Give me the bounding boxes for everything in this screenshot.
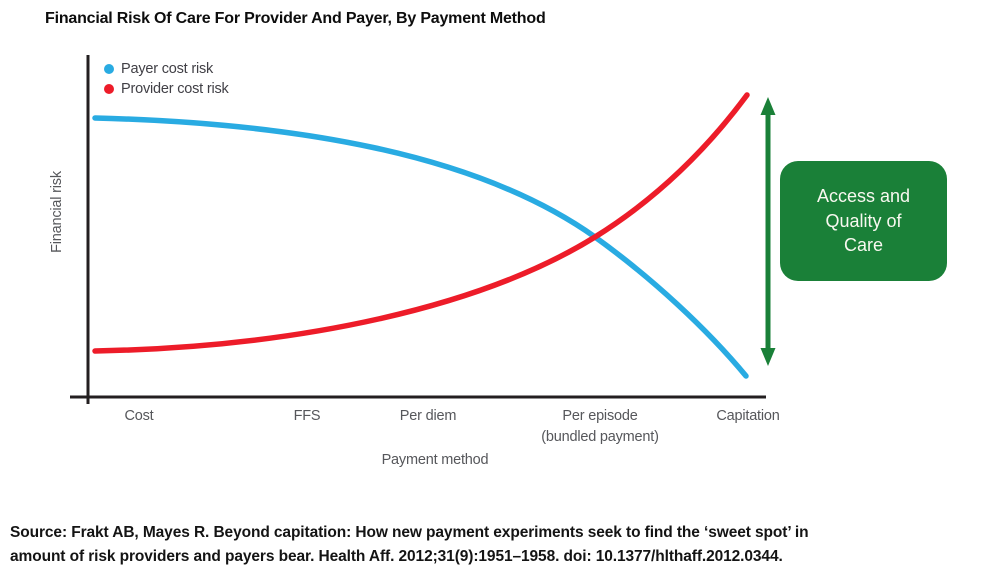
x-tick-per-diem: Per diem xyxy=(353,406,503,427)
legend: Payer cost risk Provider cost risk xyxy=(104,59,229,99)
source-citation-line1: Source: Frakt AB, Mayes R. Beyond capita… xyxy=(10,524,809,541)
payer-legend-dot-icon xyxy=(104,64,114,74)
access-quality-callout: Access and Quality of Care xyxy=(780,161,947,281)
source-citation: Source: Frakt AB, Mayes R. Beyond capita… xyxy=(10,521,982,569)
access-quality-callout-text: Access and Quality of Care xyxy=(816,185,911,256)
y-axis-label: Financial risk xyxy=(49,171,65,253)
x-tick-label: FFS xyxy=(293,408,321,424)
x-tick-label: Capitation xyxy=(716,408,780,424)
source-citation-line2: amount of risk providers and payers bear… xyxy=(10,548,783,566)
double-arrow-icon xyxy=(760,97,776,366)
x-tick-label: Per diem xyxy=(399,408,457,424)
x-tick-label: Per episode xyxy=(562,408,638,424)
x-tick-label: Cost xyxy=(124,408,154,424)
x-tick-capitation: Capitation xyxy=(673,406,823,427)
x-tick-cost: Cost xyxy=(64,406,214,427)
legend-item-payer: Payer cost risk xyxy=(104,59,229,79)
x-tick-per-episode: Per episode (bundled payment) xyxy=(525,406,675,447)
x-axis-label: Payment method xyxy=(381,452,489,468)
x-tick-ffs: FFS xyxy=(232,406,382,427)
payer-cost-risk-curve xyxy=(92,115,749,379)
chart-title: Financial Risk Of Care For Provider And … xyxy=(45,10,546,27)
legend-label-provider: Provider cost risk xyxy=(121,81,229,97)
x-tick-sublabel: (bundled payment) xyxy=(541,428,659,445)
provider-legend-dot-icon xyxy=(104,84,114,94)
legend-item-provider: Provider cost risk xyxy=(104,79,229,99)
legend-label-payer: Payer cost risk xyxy=(121,61,214,77)
provider-cost-risk-curve xyxy=(92,92,750,354)
